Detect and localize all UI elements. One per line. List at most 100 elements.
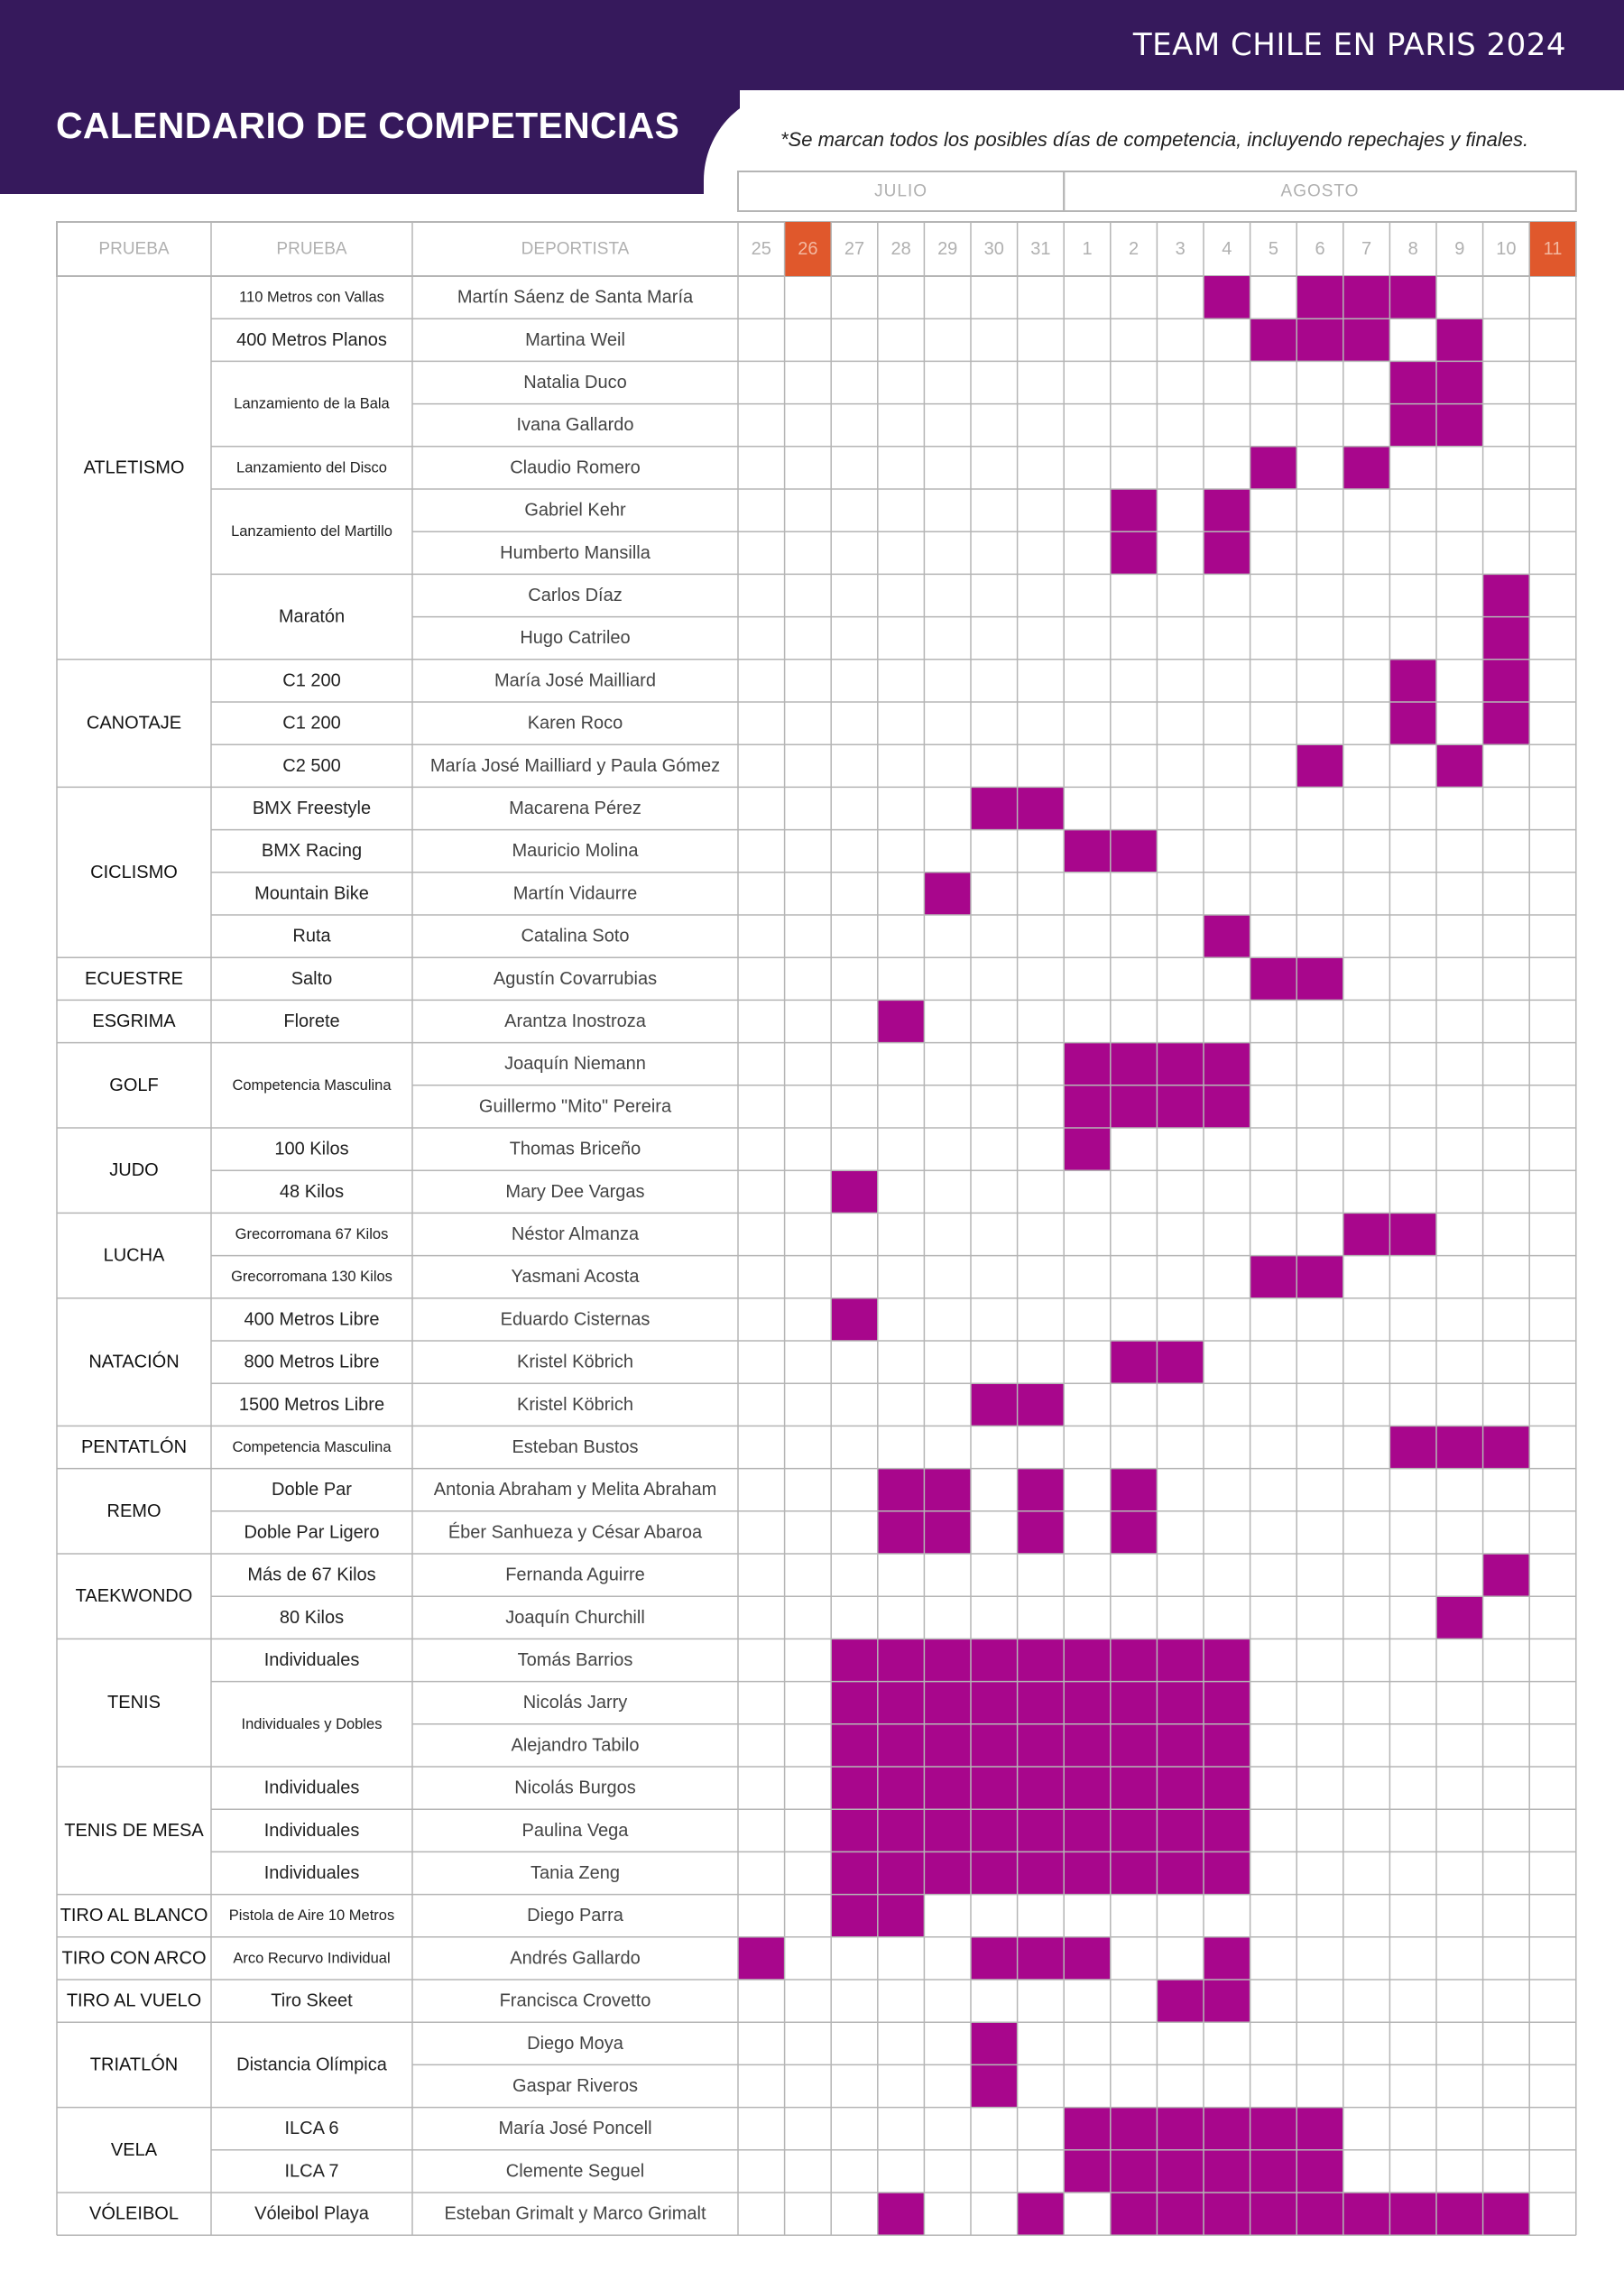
competition-mark: [1064, 1809, 1111, 1852]
competition-mark: [1157, 1980, 1204, 2023]
competition-mark: [1389, 361, 1436, 404]
athlete-name: Fernanda Aguirre: [505, 1565, 645, 1585]
competition-mark: [1110, 1639, 1158, 1682]
competition-mark: [1064, 829, 1111, 873]
athlete-name: Antonia Abraham y Melita Abraham: [434, 1480, 717, 1500]
competition-mark: [1157, 1341, 1204, 1384]
athlete-name: Néstor Almanza: [512, 1224, 640, 1244]
competition-mark: [924, 1681, 971, 1724]
athlete-name: Esteban Grimalt y Marco Grimalt: [444, 2204, 706, 2224]
competition-mark: [877, 1681, 925, 1724]
day-header: 2: [1129, 239, 1139, 259]
athlete-name: Claudio Romero: [510, 457, 641, 477]
competition-mark: [1204, 1639, 1250, 1682]
day-header: 7: [1361, 239, 1371, 259]
sport-name: TIRO CON ARCO: [61, 1948, 206, 1968]
event-name: Individuales: [264, 1821, 360, 1841]
competition-mark: [1110, 1851, 1158, 1895]
competition-mark: [1296, 744, 1343, 788]
event-name: C1 200: [282, 714, 341, 734]
event-name: C1 200: [282, 670, 341, 690]
athlete-name: Mary Dee Vargas: [505, 1182, 644, 1202]
competition-mark: [1017, 1936, 1065, 1980]
event-name: Competencia Masculina: [232, 1077, 392, 1094]
competition-mark: [1017, 1767, 1065, 1810]
athlete-name: Arantza Inostroza: [504, 1011, 647, 1031]
competition-mark: [1389, 702, 1436, 745]
competition-mark: [831, 1639, 878, 1682]
day-header: 5: [1269, 239, 1278, 259]
competition-mark: [1110, 1341, 1158, 1384]
event-name: Salto: [291, 969, 333, 989]
event-name: Mountain Bike: [254, 883, 369, 903]
competition-mark: [1204, 1936, 1250, 1980]
sport-name: PENTATLÓN: [81, 1436, 187, 1457]
competition-mark: [1204, 1085, 1250, 1128]
header-band: [0, 0, 1624, 90]
competition-mark: [1110, 531, 1158, 575]
athlete-name: Kristel Köbrich: [517, 1353, 633, 1372]
competition-mark: [1296, 319, 1343, 362]
competition-mark: [1204, 1681, 1250, 1724]
athlete-name: Kristel Köbrich: [517, 1395, 633, 1415]
event-name: 800 Metros Libre: [244, 1353, 379, 1372]
competition-mark: [877, 1639, 925, 1682]
header-curve: [704, 90, 920, 203]
competition-mark: [971, 1809, 1018, 1852]
day-header: 10: [1496, 239, 1516, 259]
sport-name: TENIS: [107, 1693, 161, 1713]
competition-mark: [924, 1809, 971, 1852]
competition-mark: [971, 1851, 1018, 1895]
competition-mark: [1204, 915, 1250, 958]
athlete-name: Thomas Briceño: [510, 1140, 641, 1159]
competition-mark: [971, 1767, 1018, 1810]
competition-mark: [1110, 1681, 1158, 1724]
athlete-name: Tania Zeng: [531, 1863, 620, 1883]
column-header-prueba: PRUEBA: [98, 240, 169, 259]
athlete-name: María José Poncell: [498, 2119, 651, 2138]
competition-mark: [1389, 403, 1436, 447]
competition-mark: [1204, 1809, 1250, 1852]
competition-mark: [1343, 276, 1390, 319]
event-name: Florete: [283, 1011, 339, 1031]
athlete-name: Clemente Seguel: [506, 2161, 644, 2181]
competition-mark: [1436, 361, 1483, 404]
competition-mark: [1250, 2107, 1297, 2150]
event-name: 1500 Metros Libre: [239, 1395, 384, 1415]
event-name: Grecorromana 67 Kilos: [235, 1226, 389, 1242]
event-name: Tiro Skeet: [271, 1991, 353, 2011]
event-name: Lanzamiento de la Bala: [234, 396, 390, 412]
athlete-name: Alejandro Tabilo: [512, 1735, 640, 1755]
competition-mark: [1482, 616, 1530, 660]
competition-mark: [831, 1851, 878, 1895]
competition-mark: [1296, 2149, 1343, 2193]
competition-mark: [831, 1297, 878, 1341]
competition-mark: [1296, 1255, 1343, 1298]
athlete-name: Agustín Covarrubias: [494, 969, 657, 989]
competition-mark: [1343, 446, 1390, 489]
competition-mark: [1436, 1596, 1483, 1639]
sport-name: NATACIÓN: [88, 1352, 179, 1372]
competition-mark: [1204, 2149, 1250, 2193]
event-name: C2 500: [282, 756, 341, 776]
sport-name: TAEKWONDO: [76, 1586, 193, 1606]
athlete-name: Nicolás Jarry: [523, 1693, 628, 1713]
competition-mark: [1204, 1851, 1250, 1895]
competition-mark: [1157, 1681, 1204, 1724]
competition-mark: [1204, 489, 1250, 532]
competition-mark: [1064, 2107, 1111, 2150]
competition-mark: [1110, 2107, 1158, 2150]
sport-name: VÓLEIBOL: [89, 2203, 179, 2224]
event-name: 48 Kilos: [280, 1182, 344, 1202]
competition-mark: [1157, 2107, 1204, 2150]
competition-mark: [1110, 1468, 1158, 1511]
athlete-name: Hugo Catrileo: [520, 628, 630, 648]
competition-mark: [877, 2193, 925, 2236]
competition-mark: [924, 1510, 971, 1554]
competition-mark: [1482, 659, 1530, 702]
day-header: 8: [1408, 239, 1418, 259]
event-name: BMX Freestyle: [253, 799, 371, 818]
event-name: Maratón: [279, 607, 345, 627]
competition-mark: [1157, 1042, 1204, 1085]
day-header: 26: [798, 239, 817, 259]
